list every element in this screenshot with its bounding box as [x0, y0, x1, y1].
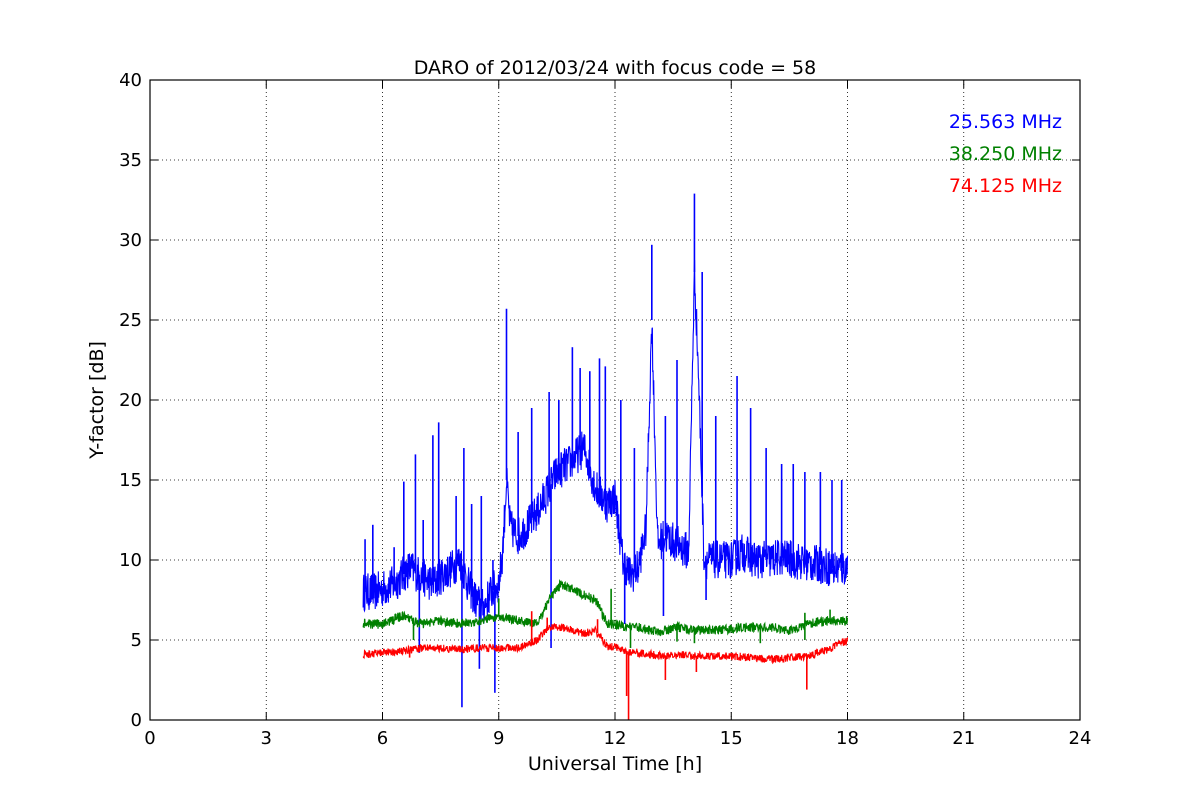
x-tick-label: 0 [144, 728, 155, 749]
plot-series [362, 193, 849, 720]
y-tick-label: 35 [119, 150, 142, 171]
series-2 [362, 611, 849, 720]
x-tick-label: 15 [720, 728, 743, 749]
y-tick-label: 20 [119, 390, 142, 411]
tick-labels: 0 3 6 9 12 15 18 21 24 0 5 10 15 20 25 30 35 40 [119, 70, 1091, 749]
legend-label: 74.125 MHz [949, 175, 1062, 197]
y-tick-label: 15 [119, 470, 142, 491]
y-tick-label: 40 [119, 70, 142, 91]
x-tick-label: 24 [1069, 728, 1092, 749]
y-tick-label: 25 [119, 310, 142, 331]
x-tick-label: 9 [493, 728, 504, 749]
x-tick-label: 6 [377, 728, 388, 749]
series-line [362, 578, 849, 637]
y-tick-label: 30 [119, 230, 142, 251]
x-axis-title: Universal Time [h] [528, 753, 702, 775]
x-tick-label: 18 [836, 728, 859, 749]
legend: 25.563 MHz 38.250 MHz 74.125 MHz [949, 111, 1062, 197]
legend-label: 38.250 MHz [949, 143, 1062, 165]
series-1 [362, 578, 849, 648]
series-line [362, 622, 849, 665]
legend-label: 25.563 MHz [949, 111, 1062, 133]
y-tick-label: 10 [119, 550, 142, 571]
y-axis-title: Y-factor [dB] [86, 341, 108, 460]
y-tick-label: 5 [131, 630, 142, 651]
y-tick-label: 0 [131, 710, 142, 731]
series-0 [362, 193, 849, 708]
x-tick-label: 21 [952, 728, 975, 749]
chart-title: DARO of 2012/03/24 with focus code = 58 [414, 57, 816, 79]
x-tick-label: 12 [604, 728, 627, 749]
ticks [149, 79, 1081, 721]
x-tick-label: 3 [261, 728, 272, 749]
